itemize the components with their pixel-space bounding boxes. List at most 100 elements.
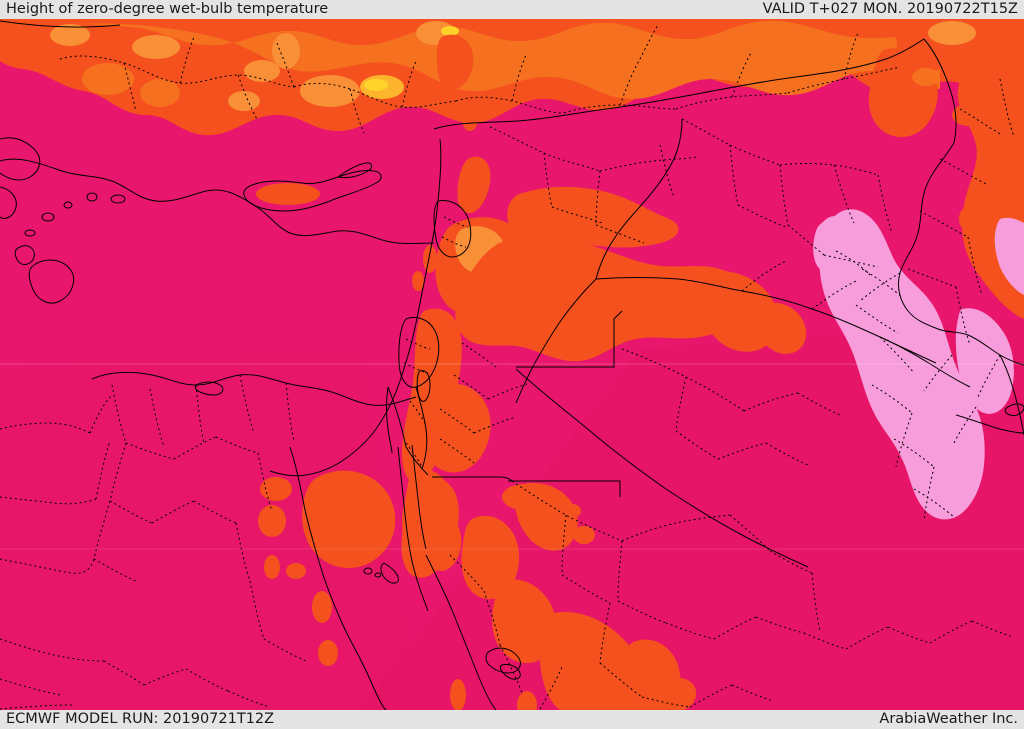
coastline-aegean-1 bbox=[0, 137, 41, 181]
weather-map-canvas bbox=[0, 19, 1024, 710]
contour-orange-saudi-band-2 bbox=[461, 515, 520, 600]
border-turkey-iran bbox=[923, 38, 957, 144]
contour-blob-orange-lighter-7 bbox=[50, 24, 90, 46]
island-aegean-4 bbox=[86, 192, 98, 202]
map-graphic bbox=[0, 19, 1024, 710]
coastline-nile-delta bbox=[194, 381, 224, 396]
island-red-sea-2 bbox=[374, 572, 382, 578]
contour-orange-cyprus bbox=[256, 183, 320, 205]
contour-orange-jordan-ne-spur bbox=[753, 302, 807, 354]
water-dead-sea bbox=[416, 370, 431, 402]
border-saudi-iraq-se bbox=[515, 368, 809, 568]
contour-blob-orange-lighter-1 bbox=[244, 60, 280, 82]
contour-orange-lebanon-coast bbox=[457, 156, 491, 214]
contour-orange-sinai bbox=[302, 470, 396, 569]
contour-blob-orange-egypt-4 bbox=[286, 563, 306, 579]
coastline-red-sea-east bbox=[425, 554, 497, 710]
coastline-red-sea-west bbox=[289, 446, 387, 710]
border-jordan-syria bbox=[515, 278, 597, 404]
coastline-gulf-south bbox=[955, 414, 1024, 434]
page-title: Height of zero-degree wet-bulb temperatu… bbox=[6, 1, 329, 17]
contour-blob-orange-light-zagros bbox=[912, 68, 940, 86]
border-israel bbox=[398, 316, 440, 388]
contour-light-pink-persian-gulf bbox=[819, 209, 985, 520]
contour-blob-orange-light-2 bbox=[140, 79, 180, 107]
contour-orange-jordan-east bbox=[694, 270, 778, 352]
contour-blob-orange-egypt-3 bbox=[264, 555, 280, 579]
border-israel-jordan-s bbox=[405, 446, 429, 476]
island-farasan bbox=[485, 647, 521, 674]
border-syria-iraq bbox=[595, 118, 683, 280]
coastline-sinai-tip bbox=[380, 562, 399, 584]
contour-blob-orange-lighter-6 bbox=[132, 35, 180, 59]
coastline-north-egypt bbox=[91, 371, 417, 406]
model-run-label: ECMWF MODEL RUN: 20190721T12Z bbox=[6, 711, 275, 727]
island-aegean-3 bbox=[63, 201, 73, 209]
contour-blob-orange-zagros-2 bbox=[952, 104, 984, 126]
header-bar: Height of zero-degree wet-bulb temperatu… bbox=[0, 0, 1024, 19]
island-aegean-5 bbox=[110, 194, 126, 204]
contour-light-pink-gulf-se bbox=[955, 308, 1014, 414]
border-egypt-israel bbox=[387, 386, 407, 448]
contour-blob-orange-egypt-5 bbox=[312, 591, 332, 623]
contour-blob-orange-saudi-7 bbox=[450, 679, 466, 710]
contour-blob-orange-egypt-1 bbox=[260, 477, 292, 501]
border-kuwait-2 bbox=[879, 336, 971, 388]
field-deep-magenta-sw bbox=[0, 349, 420, 710]
contour-orange-saudi-band-1 bbox=[402, 469, 453, 553]
contour-light-pink-gulf-e bbox=[994, 217, 1024, 295]
border-israel-s bbox=[415, 386, 428, 470]
footer-bar: ECMWF MODEL RUN: 20190721T12Z ArabiaWeat… bbox=[0, 710, 1024, 729]
coastline-black-sea bbox=[0, 20, 121, 28]
border-jordan-saudi-north bbox=[516, 310, 623, 368]
contour-blob-orange-saudi-2 bbox=[502, 484, 546, 510]
valid-time-label: VALID T+027 MON. 20190722T15Z bbox=[762, 1, 1018, 17]
contour-blob-orange-lighter-4 bbox=[272, 33, 300, 69]
contour-orange-north-levant bbox=[436, 34, 474, 90]
contour-blob-yellow-1 bbox=[364, 79, 388, 91]
coastline-south-turkey bbox=[0, 158, 435, 244]
island-farasan-2 bbox=[499, 664, 521, 680]
coastline-gulf-aqaba-west bbox=[397, 446, 429, 612]
coastline-gulf-aqaba-east bbox=[411, 444, 427, 550]
island-cyprus-tail bbox=[337, 162, 373, 179]
contour-blob-orange-egypt-2 bbox=[258, 505, 286, 537]
island-cyprus bbox=[243, 170, 382, 212]
coastline-aegean-2 bbox=[0, 186, 17, 220]
contour-orange-syria-band bbox=[507, 186, 679, 248]
contour-light-pink-gulf-lobe bbox=[813, 216, 848, 272]
contour-orange-jordan-south bbox=[423, 383, 491, 473]
contour-blob-orange-lighter-3 bbox=[228, 91, 260, 111]
contour-blob-orange-light-1 bbox=[82, 63, 134, 95]
border-jordan-saudi-south bbox=[508, 480, 621, 497]
island-aegean-6 bbox=[14, 245, 35, 265]
contour-blob-orange-golan bbox=[412, 271, 424, 291]
contour-orange-jordan-desert bbox=[455, 236, 749, 362]
contour-blob-yellow-2 bbox=[441, 26, 459, 36]
island-crete bbox=[28, 259, 75, 304]
contour-orange-saudi-band-5 bbox=[623, 639, 681, 710]
contour-blob-orange-iran-1 bbox=[959, 205, 983, 233]
contour-blob-orange-egypt-6 bbox=[318, 640, 338, 666]
contour-blob-orange-saudi-6 bbox=[517, 691, 537, 710]
contour-blob-orange-lighter-2 bbox=[300, 75, 360, 107]
contour-blob-orange-galilee bbox=[423, 245, 437, 273]
contour-blob-orange-saudi-3 bbox=[573, 526, 595, 544]
border-turkey-south bbox=[433, 38, 925, 130]
contour-blob-orange-saudi-5 bbox=[417, 522, 435, 536]
contour-blob-orange-lighter-8 bbox=[928, 21, 976, 45]
island-aegean-2 bbox=[24, 229, 36, 237]
border-jordan-saudi-west bbox=[431, 476, 513, 482]
coastline-iran-south bbox=[999, 354, 1024, 436]
attribution-label: ArabiaWeather Inc. bbox=[879, 711, 1018, 727]
border-lebanon bbox=[433, 200, 472, 258]
border-iraq-iran bbox=[897, 142, 1024, 366]
border-sinai-west bbox=[386, 386, 393, 454]
island-aegean-1 bbox=[41, 212, 55, 222]
contour-blob-orange-levant-n bbox=[462, 107, 478, 131]
coastline-levant bbox=[269, 138, 442, 477]
admin-boundaries-group bbox=[0, 24, 1015, 710]
island-red-sea-1 bbox=[363, 567, 373, 575]
contour-blob-orange-saudi-4 bbox=[563, 504, 581, 518]
